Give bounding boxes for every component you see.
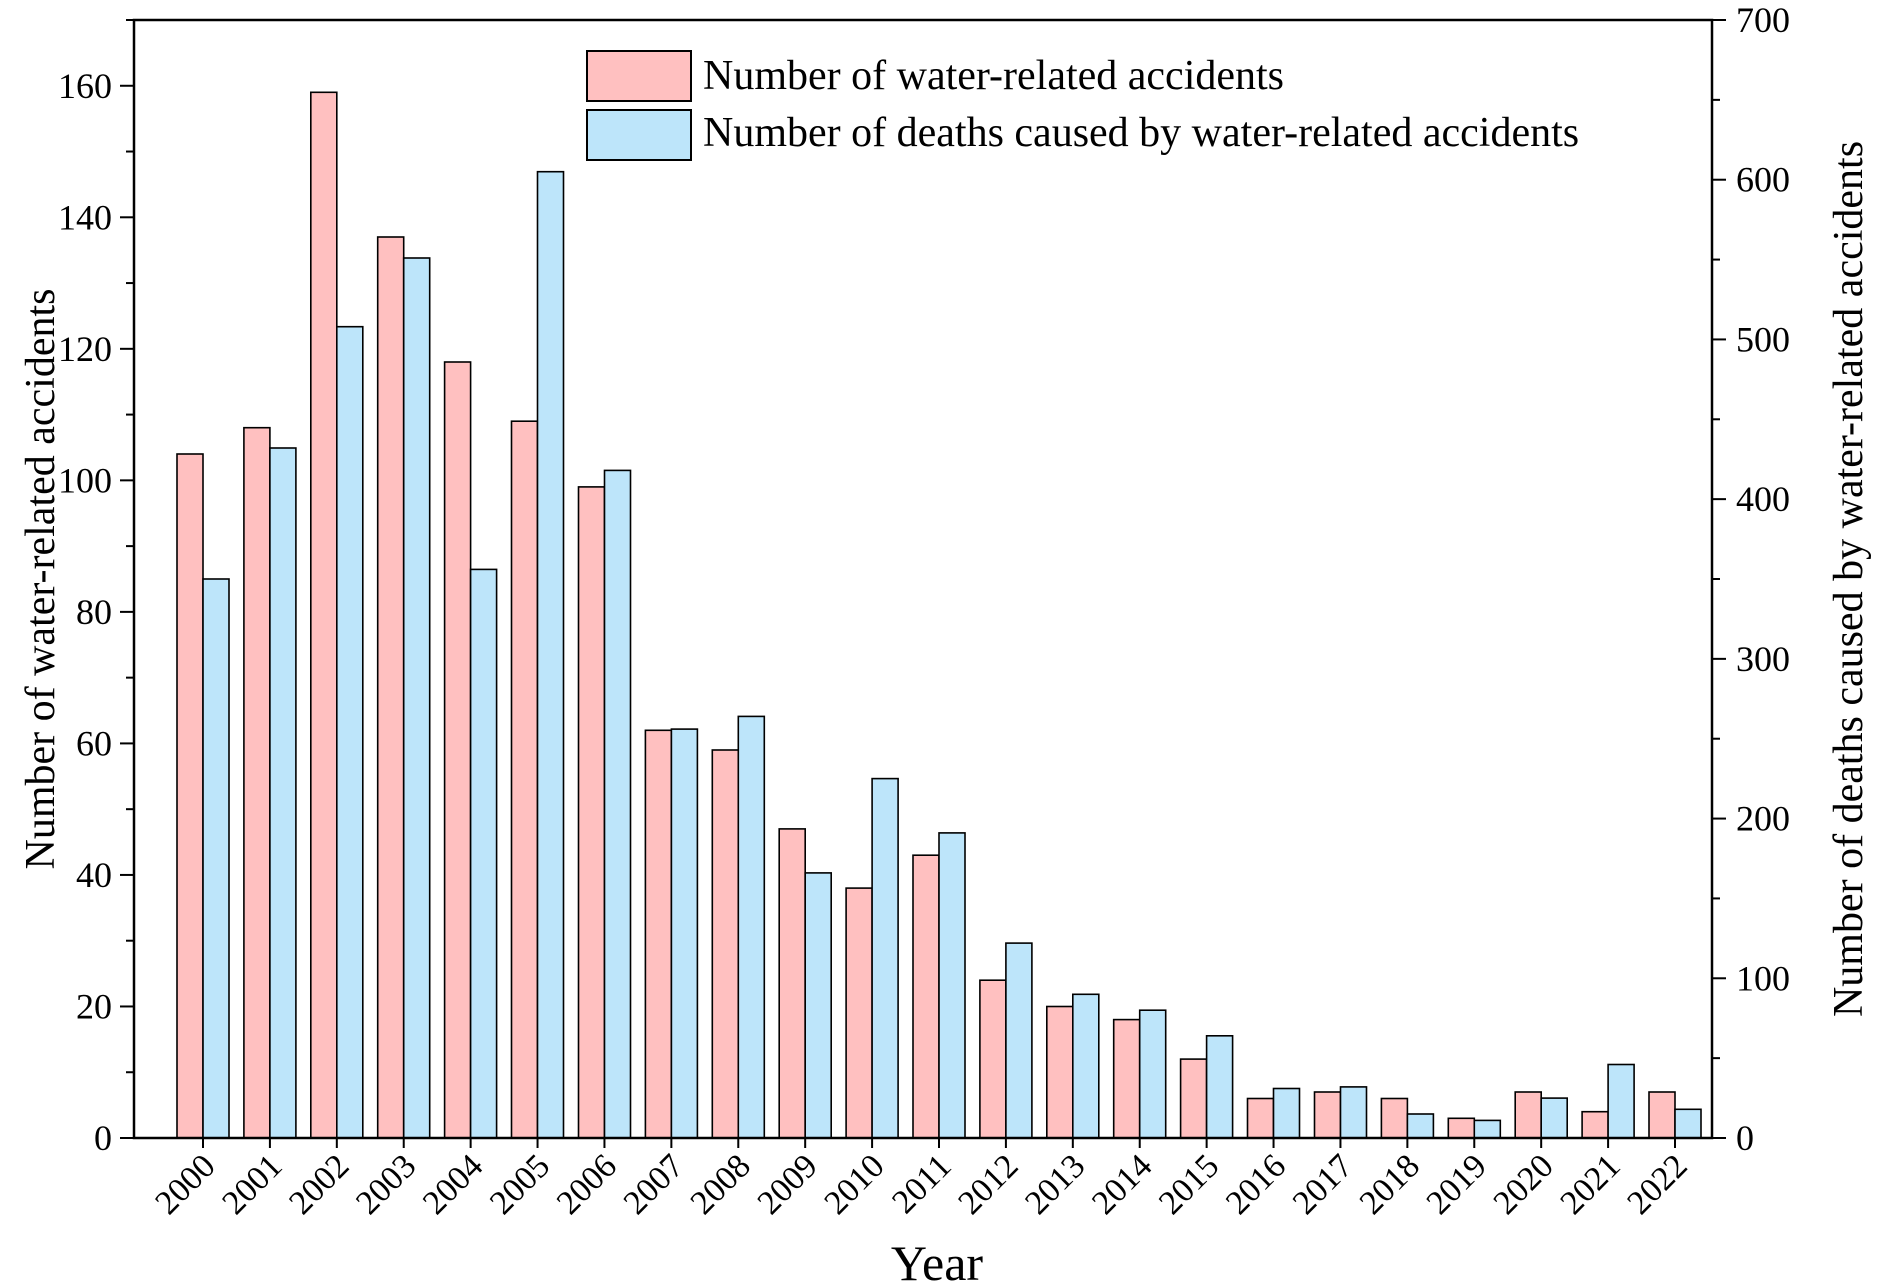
bar-accidents-2020 <box>1514 1091 1542 1139</box>
bar-deaths-2007 <box>670 728 699 1139</box>
bar-accidents-2003 <box>376 236 405 1139</box>
bar-accidents-2014 <box>1112 1018 1141 1139</box>
right-tick-label: 200 <box>1736 799 1790 839</box>
bar-accidents-2001 <box>243 426 271 1139</box>
bar-deaths-2003 <box>402 257 431 1139</box>
left-tick-label: 160 <box>58 66 112 106</box>
bar-accidents-2000 <box>176 453 204 1139</box>
left-tick-label: 40 <box>76 855 112 895</box>
x-tick-label: 2009 <box>751 1147 825 1221</box>
bar-deaths-2005 <box>536 170 565 1139</box>
x-tick-label: 2006 <box>550 1147 624 1221</box>
right-tick-label: 700 <box>1736 0 1790 40</box>
bar-deaths-2006 <box>603 469 632 1139</box>
left-tick-label: 60 <box>76 723 112 763</box>
bar-accidents-2015 <box>1179 1058 1208 1139</box>
bar-accidents-2010 <box>845 887 873 1139</box>
right-axis: 0 100 200 300 400 500 600 700 <box>1712 0 1790 1158</box>
left-axis: 0 20 40 60 80 100 120 140 160 <box>58 19 134 1158</box>
legend-label-deaths: Number of deaths caused by water-related… <box>703 110 1579 156</box>
x-tick-label: 2022 <box>1620 1147 1694 1221</box>
x-tick-label: 2012 <box>951 1147 1025 1221</box>
left-tick-label: 120 <box>58 329 112 369</box>
bar-accidents-2004 <box>443 361 472 1139</box>
x-tick-label: 2020 <box>1487 1147 1561 1221</box>
bar-deaths-2018 <box>1406 1113 1435 1139</box>
left-axis-title: Number of water-related accidents <box>18 288 64 869</box>
bar-accidents-2018 <box>1380 1097 1409 1139</box>
bar-deaths-2013 <box>1072 993 1100 1139</box>
x-axis-title: Year <box>891 1235 983 1287</box>
bar-deaths-2020 <box>1540 1097 1568 1139</box>
legend-swatch-deaths <box>586 109 692 161</box>
bar-deaths-2022 <box>1674 1108 1702 1139</box>
x-tick-label: 2017 <box>1286 1147 1360 1221</box>
x-tick-label: 2010 <box>818 1147 892 1221</box>
right-tick-label: 500 <box>1736 319 1790 359</box>
x-tick-label: 2018 <box>1353 1147 1427 1221</box>
bar-deaths-2014 <box>1138 1009 1167 1139</box>
bar-deaths-2004 <box>469 568 498 1139</box>
bar-deaths-2019 <box>1473 1119 1502 1139</box>
right-tick-label: 300 <box>1736 639 1790 679</box>
x-tick-label: 2004 <box>416 1147 490 1221</box>
right-tick-label: 100 <box>1736 958 1790 998</box>
bar-accidents-2007 <box>644 729 673 1139</box>
x-tick-label: 2005 <box>483 1147 557 1221</box>
bar-deaths-2000 <box>202 578 230 1139</box>
right-tick-label: 600 <box>1736 160 1790 200</box>
bar-accidents-2011 <box>912 854 940 1139</box>
right-tick-label: 0 <box>1736 1118 1754 1158</box>
x-tick-label: 2011 <box>885 1147 958 1220</box>
x-tick-label: 2008 <box>684 1147 758 1221</box>
x-tick-label: 2016 <box>1219 1147 1293 1221</box>
bar-accidents-2017 <box>1313 1091 1342 1139</box>
bar-deaths-2008 <box>737 715 766 1139</box>
legend: Number of water-related accidents Number… <box>586 50 1579 161</box>
bar-accidents-2012 <box>979 979 1007 1139</box>
x-tick-label: 2015 <box>1152 1147 1226 1221</box>
bar-accidents-2002 <box>309 91 338 1139</box>
x-tick-label: 2007 <box>617 1147 691 1221</box>
left-tick-label: 80 <box>76 592 112 632</box>
bar-deaths-2002 <box>335 325 364 1139</box>
right-axis-title: Number of deaths caused by water-related… <box>1826 141 1872 1017</box>
x-tick-label: 2001 <box>215 1147 289 1221</box>
x-tick-label: 2003 <box>349 1147 423 1221</box>
bar-deaths-2009 <box>804 872 833 1139</box>
bar-accidents-2006 <box>577 486 606 1139</box>
bar-deaths-2016 <box>1272 1087 1301 1139</box>
x-tick-label: 2019 <box>1420 1147 1494 1221</box>
bar-deaths-2012 <box>1005 942 1033 1139</box>
x-tick-label: 2002 <box>282 1147 356 1221</box>
x-tick-label: 2000 <box>148 1147 222 1221</box>
right-tick-label: 400 <box>1736 479 1790 519</box>
bar-accidents-2005 <box>510 420 539 1139</box>
legend-swatch-accidents <box>586 50 692 102</box>
bar-accidents-2016 <box>1246 1097 1275 1139</box>
legend-label-accidents: Number of water-related accidents <box>703 53 1284 99</box>
left-tick-label: 100 <box>58 460 112 500</box>
bar-accidents-2019 <box>1447 1117 1476 1139</box>
bar-accidents-2009 <box>778 828 807 1139</box>
bar-accidents-2022 <box>1648 1091 1676 1139</box>
bar-deaths-2017 <box>1339 1086 1368 1139</box>
x-axis: 2000200120022003200420052006200720082009… <box>148 1138 1695 1222</box>
x-tick-label: 2013 <box>1018 1147 1092 1221</box>
bar-accidents-2013 <box>1046 1005 1074 1139</box>
left-tick-label: 0 <box>94 1118 112 1158</box>
bar-deaths-2001 <box>269 447 297 1139</box>
left-tick-label: 20 <box>76 986 112 1026</box>
x-tick-label: 2014 <box>1085 1147 1159 1221</box>
bar-accidents-2008 <box>711 749 740 1139</box>
bar-accidents-2021 <box>1581 1110 1609 1139</box>
bar-deaths-2021 <box>1607 1063 1635 1139</box>
bar-deaths-2015 <box>1205 1035 1234 1139</box>
bar-deaths-2011 <box>938 832 966 1139</box>
bar-deaths-2010 <box>871 777 899 1139</box>
bars-layer <box>176 91 1702 1139</box>
x-tick-label: 2021 <box>1554 1147 1628 1221</box>
left-tick-label: 140 <box>58 197 112 237</box>
